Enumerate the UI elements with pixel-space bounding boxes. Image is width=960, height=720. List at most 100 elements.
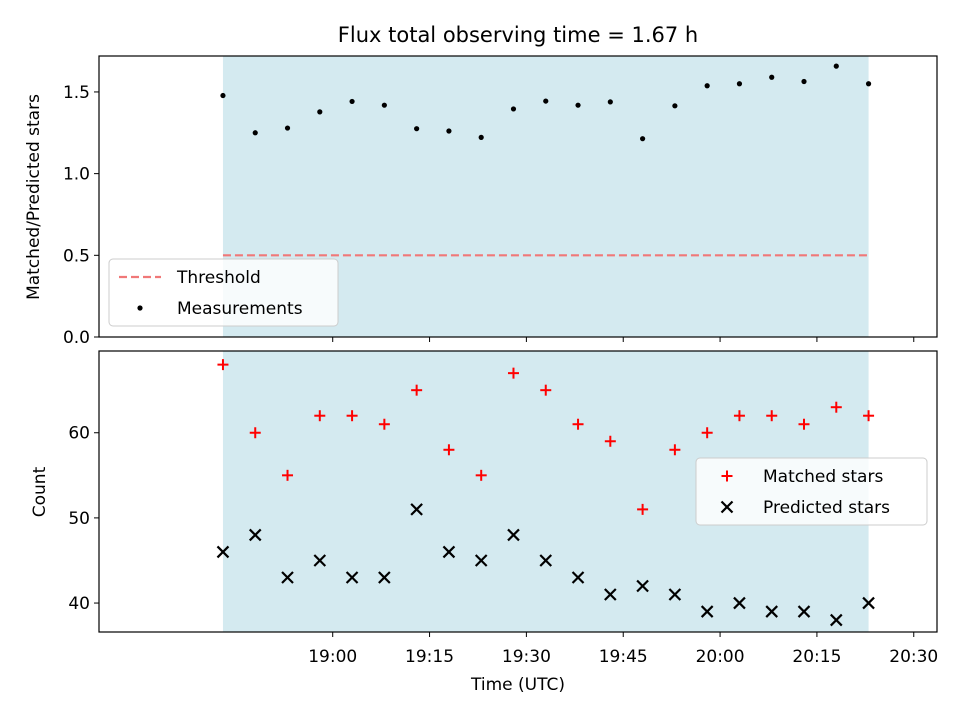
predicted-point [830, 613, 843, 627]
legend-matched-label: Matched stars [763, 467, 883, 487]
x-stroke [216, 545, 230, 559]
measurement-point [284, 125, 291, 131]
legend-measurements-label: Measurements [177, 299, 303, 319]
measurement-point [543, 98, 549, 104]
x-stroke [248, 528, 262, 542]
legend-plus-mark [721, 470, 733, 482]
matched-point [830, 401, 842, 413]
x-stroke [733, 596, 746, 610]
measurement-point [704, 83, 710, 89]
predicted-point [281, 571, 294, 584]
x-stroke [539, 554, 553, 567]
matched-point [604, 435, 616, 447]
ratio-y-tick-label: 1.5 [63, 83, 90, 103]
legend-x-mark [720, 500, 734, 514]
legend-predicted-swatch [720, 500, 734, 514]
predicted-point [636, 579, 649, 593]
x-stroke [410, 503, 423, 516]
ratio-legend-box [108, 258, 339, 327]
x-stroke [830, 613, 843, 627]
matched-point [346, 410, 358, 422]
measurement-point [478, 134, 484, 140]
matched-point [249, 427, 261, 439]
x-tick-label: 20:00 [696, 647, 745, 667]
matched-point [217, 359, 229, 371]
ratio-panel-frame [98, 55, 938, 338]
legend-predicted-label: Predicted stars [763, 498, 890, 518]
predicted-point [700, 605, 714, 618]
measurement-point [220, 92, 226, 99]
matched-point [475, 469, 487, 481]
measurement-point [769, 74, 775, 80]
matched-point [863, 410, 875, 422]
predicted-point [539, 554, 553, 567]
matched-point [572, 418, 584, 430]
matched-point [443, 444, 455, 456]
legend-matched-swatch [721, 470, 733, 482]
predicted-point [216, 545, 230, 559]
predicted-point [765, 605, 779, 618]
matched-point [798, 418, 810, 430]
predicted-point [797, 605, 811, 618]
measurement-point [801, 78, 807, 85]
x-tick-label: 20:15 [792, 647, 841, 667]
measurement-point [640, 136, 646, 142]
x-tick-label: 19:30 [502, 647, 551, 667]
x-stroke [474, 554, 488, 567]
x-tick-label: 19:15 [405, 647, 454, 667]
measurement-point [865, 81, 872, 87]
x-axis-label: Time (UTC) [470, 675, 565, 695]
legend-threshold-label: Threshold [176, 268, 261, 288]
predicted-point [442, 545, 456, 559]
matched-point [540, 384, 552, 396]
measurement-point [672, 103, 678, 109]
predicted-point [507, 528, 520, 542]
predicted-point [474, 554, 488, 567]
ratio-legend: Threshold Measurements [108, 258, 339, 327]
count-y-tick-label: 50 [68, 509, 90, 529]
matched-point [282, 469, 294, 481]
count-y-tick-label: 60 [68, 424, 90, 444]
matched-point [701, 427, 713, 439]
predicted-point [733, 596, 746, 610]
x-tick-label: 19:00 [308, 647, 357, 667]
x-stroke [378, 571, 391, 584]
matched-point [378, 418, 390, 430]
count-legend: Matched stars Predicted stars [695, 457, 928, 526]
x-tick-label: 20:30 [889, 647, 938, 667]
x-stroke [313, 554, 327, 567]
predicted-point [410, 503, 423, 516]
ratio-y-axis-label: Matched/Predicted stars [24, 94, 44, 300]
measurement-point [736, 81, 743, 87]
measurement-point [833, 63, 839, 69]
ratio-y-tick-label: 0.5 [63, 246, 90, 266]
ratio-panel: 0.0 0.5 1.0 1.5 Matched/Predicted stars Thr… [24, 55, 938, 348]
matched-point [411, 384, 423, 396]
x-stroke [720, 500, 734, 514]
x-stroke [281, 571, 294, 584]
predicted-point [378, 571, 391, 584]
x-stroke [442, 545, 456, 559]
x-tick-label: 19:45 [599, 647, 648, 667]
predicted-point [313, 554, 327, 567]
count-legend-box [695, 457, 928, 526]
x-stroke [797, 605, 811, 618]
predicted-point [604, 588, 617, 601]
matched-point [766, 410, 778, 422]
count-panel: 40 50 60 19:00 19:15 19:30 19:45 20:00 20:15 20:… [30, 350, 938, 695]
ratio-y-tick-label: 0.0 [63, 328, 90, 348]
x-stroke [604, 588, 617, 601]
measurement-point [607, 99, 613, 105]
matched-point [507, 367, 519, 379]
predicted-point [345, 571, 359, 584]
x-stroke [345, 571, 359, 584]
x-stroke [636, 579, 649, 593]
measurement-point [381, 102, 387, 108]
x-stroke [571, 571, 585, 584]
x-stroke [507, 528, 520, 542]
predicted-point [248, 528, 262, 542]
measurement-point [510, 106, 517, 112]
matched-point [637, 503, 649, 515]
count-y-tick-label: 40 [68, 594, 90, 614]
